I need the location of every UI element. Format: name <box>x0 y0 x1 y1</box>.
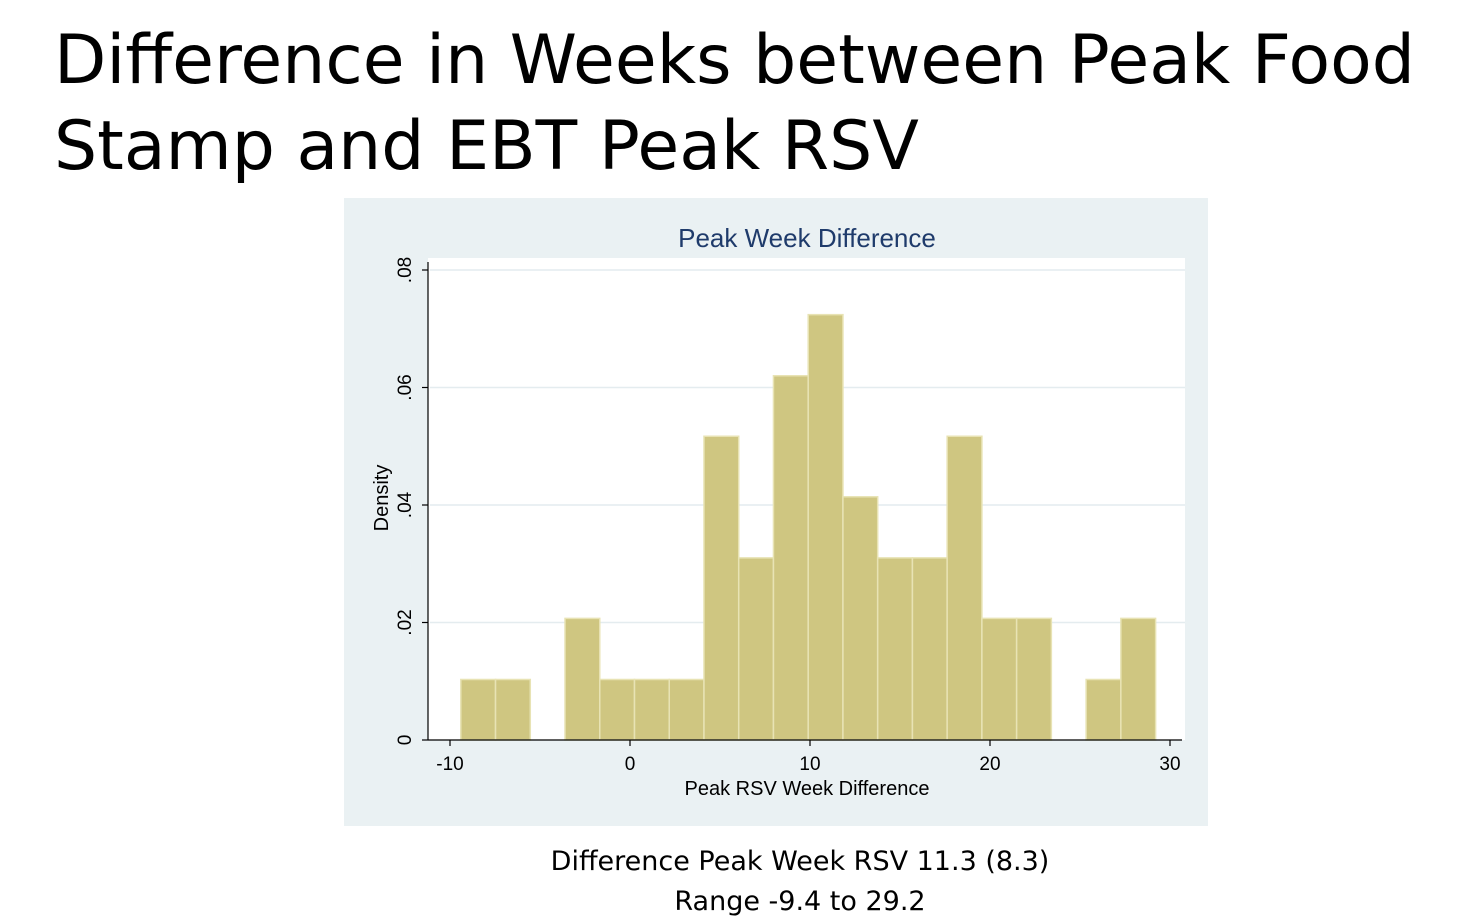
x-axis-label: Peak RSV Week Difference <box>685 778 930 800</box>
x-tick-label: -10 <box>436 754 463 775</box>
y-axis-label: Density <box>371 465 393 532</box>
histogram-bar <box>737 557 775 741</box>
slide-title: Difference in Weeks between Peak Food St… <box>54 21 1415 186</box>
bars <box>460 313 1157 741</box>
histogram-bar <box>1120 617 1157 741</box>
histogram-bar <box>1085 678 1122 741</box>
summary-stat: Difference Peak Week RSV 11.3 (8.3) <box>550 846 1050 877</box>
chart-title: Peak Week Difference <box>678 223 936 253</box>
histogram-bar <box>633 678 670 741</box>
histogram-bar <box>668 678 705 741</box>
y-tick-label: .06 <box>395 374 416 400</box>
histogram-bar <box>494 678 532 741</box>
x-tick-label: 20 <box>979 754 1000 775</box>
histogram-chart: 0 .02 .04 .06 .08 -10 0 10 20 30 Peak Week Differ… <box>371 223 1185 800</box>
y-tick-label: .02 <box>395 609 416 635</box>
histogram-bar <box>564 617 601 741</box>
histogram-bar <box>911 557 948 741</box>
histogram-bar <box>460 678 497 741</box>
histogram-bar <box>981 617 1018 741</box>
y-tick-label: .08 <box>395 257 416 283</box>
y-tick-label: .04 <box>395 491 416 518</box>
axes: 0 .02 .04 .06 .08 -10 0 10 20 30 <box>395 257 1182 775</box>
x-tick-label: 30 <box>1159 754 1180 775</box>
histogram-bar <box>599 678 636 741</box>
range-stat: Range -9.4 to 29.2 <box>674 886 926 917</box>
histogram-bar <box>703 435 740 741</box>
y-tick-label: 0 <box>395 735 416 746</box>
histogram-bar <box>946 435 983 741</box>
histogram-bar <box>842 496 879 741</box>
histogram-bar <box>772 375 809 741</box>
histogram-bar <box>876 557 914 741</box>
histogram-bar <box>1015 617 1053 741</box>
x-tick-label: 0 <box>625 754 636 775</box>
chart-panel: 0 .02 .04 .06 .08 -10 0 10 20 30 Peak Week Differ… <box>344 198 1208 826</box>
x-tick-label: 10 <box>799 754 820 775</box>
histogram-bar <box>807 313 844 741</box>
